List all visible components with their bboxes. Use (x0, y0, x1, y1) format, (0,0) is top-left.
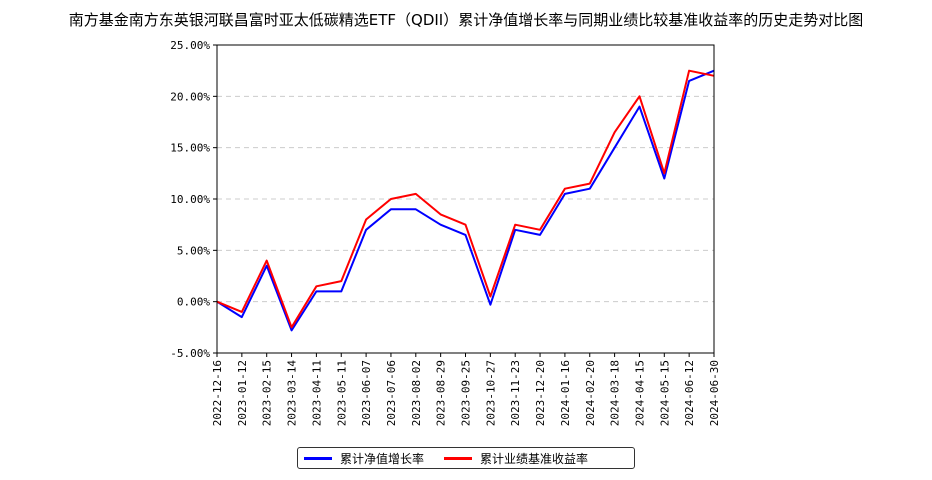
x-tick-label: 2023-11-23 (509, 360, 522, 426)
x-tick-label: 2022-12-16 (211, 360, 224, 426)
x-tick-label: 2024-06-12 (683, 360, 696, 426)
x-tick-label: 2024-02-20 (584, 360, 597, 426)
series-lines (216, 69, 715, 332)
x-tick-label: 2023-01-12 (236, 360, 249, 426)
x-tick-label: 2024-03-18 (609, 360, 622, 426)
legend-swatch-nav (304, 456, 332, 460)
legend: 累计净值增长率 累计业绩基准收益率 (297, 447, 635, 469)
legend-label-nav: 累计净值增长率 (340, 451, 425, 466)
x-tick-label: 2024-06-30 (708, 360, 721, 426)
y-tick-label: 20.00% (170, 90, 210, 103)
x-tick-label: 2023-08-02 (410, 360, 423, 426)
y-tick-label: 5.00% (177, 244, 210, 257)
y-tick-label: 0.00% (177, 296, 210, 309)
x-tick-label: 2023-04-11 (310, 360, 323, 426)
chart-title: 南方基金南方东英银河联昌富时亚太低碳精选ETF（QDII）累计净值增长率与同期业… (68, 11, 864, 29)
x-tick-label: 2023-06-07 (360, 360, 373, 426)
series-line-nav (216, 69, 715, 332)
gridlines (217, 95, 714, 303)
legend-label-benchmark: 累计业绩基准收益率 (480, 451, 589, 466)
x-tick-label: 2023-09-25 (460, 360, 473, 426)
x-tick-label: 2023-12-20 (534, 360, 547, 426)
y-tick-label: 15.00% (170, 142, 210, 155)
legend-item-nav: 累计净值增长率 (304, 450, 424, 467)
x-tick-label: 2023-08-29 (435, 360, 448, 426)
legend-item-benchmark: 累计业绩基准收益率 (444, 450, 588, 467)
x-tick-label: 2024-05-15 (658, 360, 671, 426)
x-tick-label: 2023-05-11 (335, 360, 348, 426)
y-tick-label: -5.00% (170, 347, 210, 360)
series-line-benchmark (216, 69, 715, 329)
x-tick-label: 2024-01-16 (559, 360, 572, 426)
legend-swatch-benchmark (444, 456, 473, 460)
x-tick-label: 2023-10-27 (484, 360, 497, 426)
x-tick-label: 2023-07-06 (385, 360, 398, 426)
y-tick-label: 25.00% (170, 39, 210, 52)
x-tick-label: 2023-03-14 (286, 360, 299, 427)
y-tick-label: 10.00% (170, 193, 210, 206)
x-axis: 2022-12-16 2023-01-12 2023-02-15 2023-03-14… (211, 353, 721, 426)
x-tick-label: 2024-04-15 (633, 360, 646, 426)
x-tick-label: 2023-02-15 (261, 360, 274, 426)
y-axis: -5.00% 0.00% 5.00% 10.00% 15.00% 20.00% 25.00% (170, 39, 217, 360)
